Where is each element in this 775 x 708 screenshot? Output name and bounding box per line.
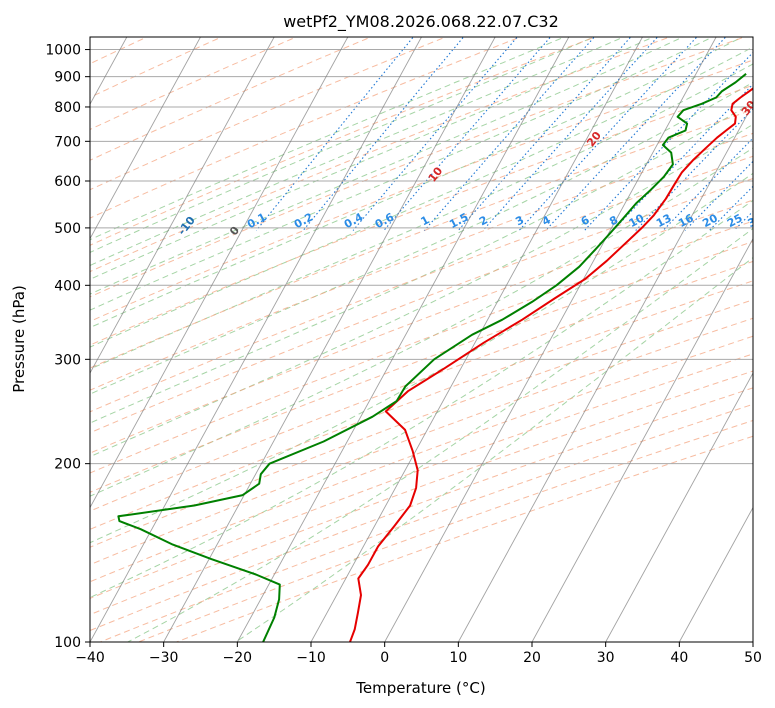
isotherm-line [384,37,717,642]
mixing-ratio-label: 30 [746,211,766,230]
y-tick-label: 400 [54,278,81,294]
isotherm-line [605,372,753,642]
mixing-ratio-label: 25 [725,211,745,230]
moist-adiabat-line [90,37,744,329]
moist-adiabat-line [90,37,684,295]
mixing-ratio-line [482,37,659,231]
moist-adiabat-line [90,81,753,395]
x-tick-label: −40 [75,650,105,666]
y-tick-label: 500 [54,221,81,237]
isotherm-line [310,37,643,642]
dry-adiabat-line [90,317,753,566]
mixing-ratio-label: 16 [676,211,696,230]
y-tick-label: 300 [54,352,81,368]
moist-adiabat-line [90,172,753,544]
x-axis-title: Temperature (°C) [355,679,485,697]
x-tick-label: 30 [597,650,615,666]
y-tick-label: 600 [54,174,81,190]
dry-adiabat-line [90,109,753,369]
isotherm-line [531,237,753,642]
chart-title: wetPf2_YM08.2026.068.22.07.C32 [283,12,559,32]
plot-frame [89,36,754,643]
isotherm-line [90,37,275,375]
mixing-ratio-label: 13 [654,211,674,230]
x-tick-label: 50 [744,650,762,666]
isotherm-line [90,37,349,509]
dry-adiabat-line [90,370,753,616]
moist-adiabat-line [90,46,753,348]
moist-adiabat-line [90,37,625,267]
x-axis-ticks: −40 −30 −20 −10 0 10 20 30 40 50 [75,642,762,666]
moist-adiabat-line [90,123,753,458]
mixing-ratio-line [457,37,632,231]
y-tick-label: 900 [54,70,81,86]
x-tick-label: −10 [296,650,326,666]
moist-adiabat-line [90,37,566,241]
dry-adiabats [90,37,753,642]
isotherm-line [236,37,570,642]
moist-adiabat-line [90,147,753,497]
y-tick-label: 100 [54,635,81,651]
dry-adiabat-line [90,155,753,413]
x-tick-label: −20 [223,650,253,666]
mixing-ratio-line [584,51,753,231]
x-tick-label: 40 [670,650,688,666]
sounding-series [117,73,753,642]
moist-adiabat-line [90,37,596,253]
dry-adiabat-line [90,59,753,322]
mixing-ratio-label: 20 [700,211,720,230]
mixing-ratio-label: 10 [627,211,647,230]
dry-adiabat-line [90,199,753,454]
dry-adiabat-line [90,132,753,391]
x-tick-label: −30 [149,650,179,666]
mixing-ratio-line [545,37,727,231]
moist-adiabat-line [90,37,655,280]
y-tick-label: 1000 [45,43,81,59]
x-tick-label: 20 [523,650,541,666]
isotherms [90,37,753,642]
y-tick-label: 800 [54,100,81,116]
temperature-profile-line [349,87,753,642]
mixing-ratio-line [424,37,596,231]
dry-adiabat-line [90,220,753,474]
dry-adiabat-line [90,353,753,599]
mixing-ratio-line [662,137,753,231]
y-tick-label: 200 [54,457,81,473]
y-axis-title: Pressure (hPa) [10,285,28,393]
dewpoint-profile-line [117,73,747,642]
mixing-ratio-line [352,37,519,231]
isotherm-line [90,37,201,240]
y-tick-label: 700 [54,134,81,150]
dry-adiabat-line [90,280,753,530]
y-axis-ticks: 100 200 300 400 500 600 700 800 900 1000 [45,43,90,651]
x-tick-label: 10 [449,650,467,666]
moist-adiabat-line [90,199,753,599]
plot-area: 0.10.20.40.611.52346810131620253036-100-… [90,37,766,642]
x-tick-label: 0 [380,650,389,666]
dry-adiabat-line [90,260,753,512]
isotherm-line [90,37,422,642]
isotherm-line [163,37,496,642]
moist-adiabat-line [235,256,753,642]
isotherm-line [457,103,753,642]
mixing-ratio-line [518,37,698,231]
isotherm-line [678,506,753,642]
dry-adiabat-line [90,84,753,346]
